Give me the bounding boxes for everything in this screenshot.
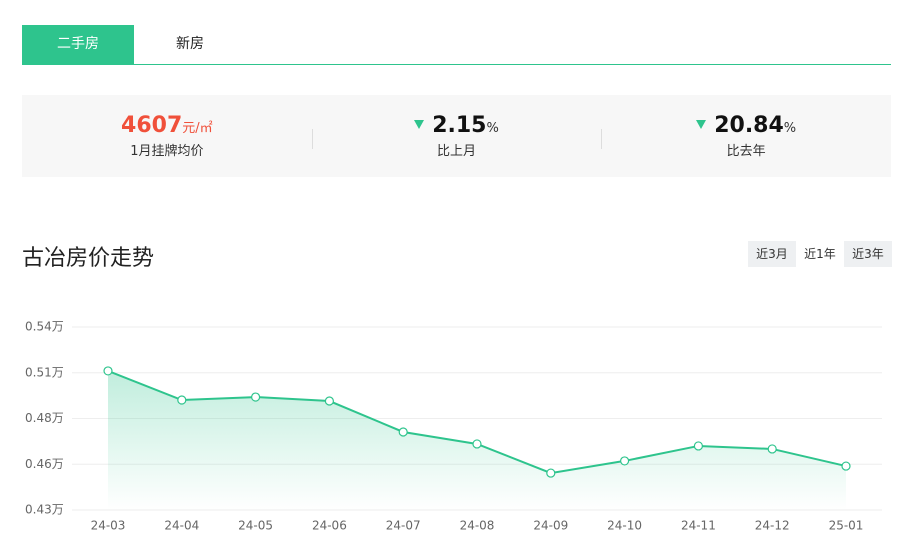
tab[interactable]: 二手房: [22, 25, 134, 64]
down-icon: [414, 120, 425, 129]
point: [472, 439, 482, 449]
x-tick-label: 24-08: [460, 519, 495, 533]
range-switch: 近3月 近1年 近3年: [748, 241, 892, 267]
x-tick-label: 24-07: [386, 519, 421, 533]
x-tick-label: 24-05: [238, 519, 273, 533]
stat-value: 2.15: [432, 113, 487, 138]
stats: 4607元/㎡ 1月挂牌均价 2.15% 比上月 20.84% 比去年: [22, 95, 891, 177]
y-tick-label: 0.48万: [25, 411, 64, 425]
area: [108, 370, 846, 510]
x-tick-label: 24-03: [91, 519, 126, 533]
point: [251, 392, 261, 402]
tabs: 二手房 新房: [22, 25, 891, 65]
x-tick-label: 24-11: [681, 519, 716, 533]
point: [693, 441, 704, 451]
point: [103, 366, 113, 376]
point: [324, 396, 334, 406]
x-tick-label: 24-10: [607, 519, 642, 533]
point: [767, 444, 777, 454]
stat-label: 1月挂牌均价: [130, 144, 204, 159]
stat-unit: %: [486, 121, 499, 136]
down-icon: [696, 120, 707, 129]
stat-value: 4607: [121, 113, 183, 138]
point: [546, 468, 556, 478]
y-tick-label: 0.43万: [25, 503, 64, 517]
x-tick-label: 24-06: [312, 519, 347, 533]
point: [177, 395, 187, 405]
stat: 2.15% 比上月: [311, 95, 602, 177]
range-button[interactable]: 近1年: [796, 241, 844, 267]
y-tick-label: 0.46万: [25, 457, 64, 471]
point: [841, 461, 851, 471]
range-button[interactable]: 近3年: [844, 241, 892, 267]
stat: 4607元/㎡ 1月挂牌均价: [22, 95, 312, 177]
point: [619, 456, 630, 466]
x-tick-label: 24-12: [755, 519, 790, 533]
stat-label: 比去年: [726, 144, 766, 159]
stat-unit: 元/㎡: [182, 121, 213, 136]
point: [398, 427, 408, 437]
x-tick-label: 24-09: [533, 519, 568, 533]
stat-label: 比上月: [437, 144, 477, 159]
stat-value: 20.84: [714, 113, 784, 138]
y-tick-label: 0.54万: [25, 320, 64, 334]
chart: 0.43万 0.46万 0.48万 0.51万 0.54万 24-03 24-04 24-05…: [25, 320, 882, 533]
chart-title: 古冶房价走势: [22, 246, 155, 271]
stat-unit: %: [783, 121, 797, 136]
tab[interactable]: 新房: [176, 36, 204, 52]
x-tick-label: 24-04: [164, 519, 199, 533]
stat: 20.84% 比去年: [601, 95, 891, 177]
y-tick-label: 0.51万: [25, 365, 64, 379]
range-button[interactable]: 近3月: [748, 241, 796, 267]
x-tick-label: 25-01: [829, 519, 864, 533]
